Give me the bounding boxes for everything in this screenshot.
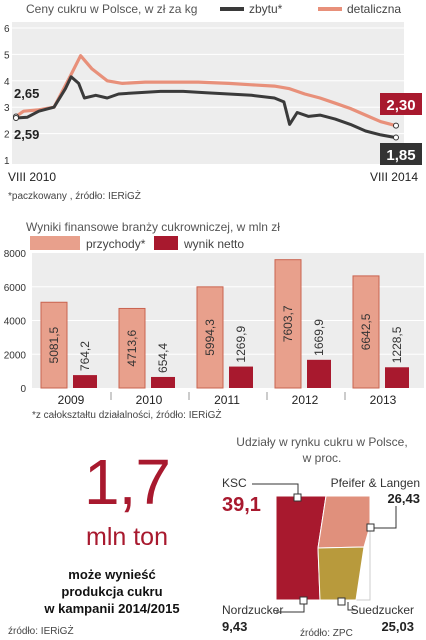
label-pfeifer: Pfeifer & Langen xyxy=(331,476,420,490)
caption-line-3: w kampanii 2014/2015 xyxy=(44,601,180,616)
label-suedzucker: Suedzucker xyxy=(351,603,414,617)
legend-revenue-label: przychody* xyxy=(86,237,146,251)
legend-revenue-swatch xyxy=(30,236,80,250)
data-label-net: 1669,9 xyxy=(312,319,326,356)
data-label-net: 1269,9 xyxy=(234,326,248,363)
finance-y-tick: 8000 xyxy=(4,249,27,260)
price-chart-title: Ceny cukru w Polsce, w zł za kg xyxy=(26,2,197,16)
data-label-net: 764,2 xyxy=(78,341,92,371)
leader-ksc xyxy=(252,483,299,496)
data-label-revenue: 5994,3 xyxy=(203,319,217,356)
slice-ksc xyxy=(275,495,327,601)
bar-revenue xyxy=(274,259,302,389)
finance-footnote: *z całokształtu działalności, źródło: IE… xyxy=(32,408,222,420)
retail-start-label: 2,65 xyxy=(14,86,39,101)
x-start-label: VIII 2010 xyxy=(8,170,56,184)
label-nordzucker: Nordzucker xyxy=(222,603,283,617)
data-label-net: 1228,5 xyxy=(390,326,404,363)
data-label-revenue: 4713,6 xyxy=(125,330,139,367)
wholesale-start-point xyxy=(13,115,19,122)
sugar-price-chart: Ceny cukru w Polsce, w zł za kg zbytu* d… xyxy=(4,2,422,202)
bar-net xyxy=(385,367,409,388)
category-label: 2009 xyxy=(58,393,85,407)
leader-pfeifer xyxy=(372,506,397,529)
value-nordzucker: 9,43 xyxy=(222,619,247,634)
bar-net xyxy=(229,366,253,388)
label-ksc: KSC xyxy=(222,476,247,490)
finance-chart-title: Wyniki finansowe branży cukrowniczej, w … xyxy=(26,220,280,234)
pie-square-outline xyxy=(275,495,371,601)
price-y-ticks: 1 2 3 4 5 6 xyxy=(4,24,10,167)
value-ksc: 39,1 xyxy=(222,494,261,516)
finance-bars: 5081,5 764,2 4713,6 654,4 5994,3 1269,9 7603,7… xyxy=(40,259,409,389)
finance-y-tick: 4000 xyxy=(4,317,27,328)
price-y-tick: 1 xyxy=(4,156,10,167)
price-y-tick: 4 xyxy=(4,77,10,88)
slice-pfeifer xyxy=(317,495,371,549)
wholesale-end-badge xyxy=(380,143,422,165)
leader-suedzucker xyxy=(347,602,356,611)
financial-results-chart: Wyniki finansowe branży cukrowniczej, w … xyxy=(4,220,424,420)
value-pfeifer: 26,43 xyxy=(387,491,420,506)
finance-y-tick: 6000 xyxy=(4,283,27,294)
series-line-wholesale xyxy=(15,75,397,140)
retail-end-badge xyxy=(380,93,422,115)
data-label-revenue: 6642,5 xyxy=(359,313,373,350)
production-caption: może wynieść produkcja cukru w kampanii … xyxy=(12,566,212,617)
legend-wholesale-label: zbytu* xyxy=(249,2,283,16)
price-y-tick: 3 xyxy=(4,103,10,114)
marker-nordzucker xyxy=(299,596,308,605)
bar-net xyxy=(73,375,97,388)
retail-end-point xyxy=(393,122,399,129)
bar-revenue xyxy=(196,286,224,389)
category-label: 2011 xyxy=(214,393,240,407)
price-footnote: *paczkowany , źródło: IERiGŻ xyxy=(8,189,141,202)
bar-net xyxy=(151,376,175,388)
production-unit: mln ton xyxy=(86,523,168,551)
data-label-net: 654,4 xyxy=(156,343,170,373)
share-chart-title: Udziały w rynku cukru w Polsce, xyxy=(236,435,407,449)
price-legend: zbytu* detaliczna xyxy=(220,2,401,16)
finance-y-tick: 2000 xyxy=(4,350,27,361)
marker-pfeifer xyxy=(366,523,375,532)
price-y-tick: 2 xyxy=(4,130,10,141)
legend-net-label: wynik netto xyxy=(183,237,244,251)
marker-ksc xyxy=(293,493,302,502)
production-source: źródło: IERiGŻ xyxy=(8,626,74,637)
share-chart-subtitle: w proc. xyxy=(302,451,342,465)
bar-revenue xyxy=(118,307,146,389)
retail-end-label: 2,30 xyxy=(386,97,415,114)
legend-net-swatch xyxy=(154,236,178,250)
marker-suedzucker xyxy=(337,597,346,606)
bar-revenue xyxy=(40,301,68,389)
finance-y-ticks: 0 2000 4000 6000 8000 xyxy=(4,249,27,395)
price-y-tick: 5 xyxy=(4,50,10,61)
finance-categories: 2009 2010 2011 2012 2013 xyxy=(58,392,397,407)
data-label-revenue: 7603,7 xyxy=(281,305,295,342)
category-label: 2010 xyxy=(136,393,163,407)
value-suedzucker: 25,03 xyxy=(381,619,414,634)
caption-line-2: produkcja cukru xyxy=(61,584,163,599)
slice-suedzucker xyxy=(317,546,365,601)
data-label-revenue: 5081,5 xyxy=(47,326,61,363)
legend-retail-label: detaliczna xyxy=(347,2,401,16)
category-label: 2012 xyxy=(292,393,319,407)
wholesale-start-label: 2,59 xyxy=(14,127,39,142)
bar-revenue xyxy=(352,275,380,389)
category-label: 2013 xyxy=(370,393,397,407)
x-end-label: VIII 2014 xyxy=(370,170,418,184)
wholesale-end-point xyxy=(393,134,399,141)
production-number: 1,7 xyxy=(84,446,171,518)
leader-nordzucker xyxy=(276,604,305,613)
price-y-tick: 6 xyxy=(4,24,10,35)
wholesale-end-label: 1,85 xyxy=(386,147,415,164)
caption-line-1: może wynieść xyxy=(68,567,156,582)
bar-net xyxy=(307,359,331,388)
finance-y-tick: 0 xyxy=(20,384,26,395)
series-line-retail xyxy=(15,54,397,128)
share-footnote: źródło: ZPC xyxy=(300,628,353,639)
price-gridlines xyxy=(12,27,404,135)
